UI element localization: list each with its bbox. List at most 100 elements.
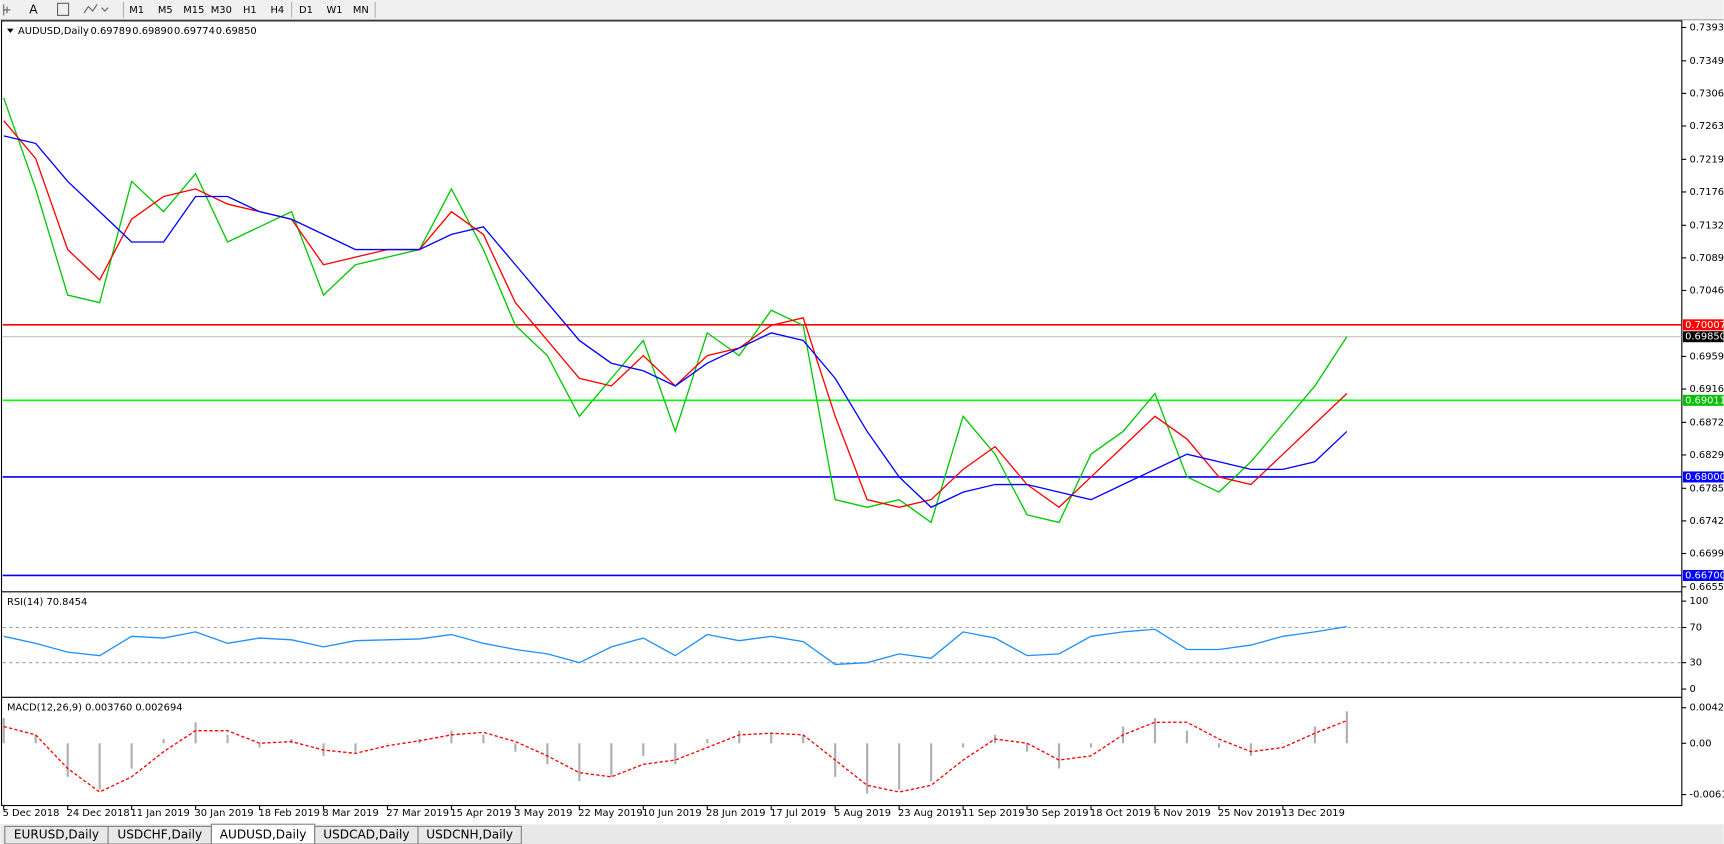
- text-tool[interactable]: A: [29, 2, 38, 16]
- series-line: [3, 625, 1347, 666]
- price-level-tag: [1682, 471, 1724, 483]
- period-button[interactable]: M1: [129, 5, 144, 16]
- histogram-bar: [162, 739, 165, 744]
- price-level-label: 0.66700: [1685, 570, 1724, 581]
- histogram-bar: [610, 743, 613, 777]
- quote-value: 0.69850: [216, 26, 257, 37]
- x-tick-label: 5 Dec 2018: [3, 808, 60, 819]
- histogram-bar: [706, 739, 709, 744]
- shapes-icon[interactable]: [83, 4, 109, 14]
- histogram-bar: [1345, 711, 1348, 744]
- quote-value: 0.69789: [91, 26, 132, 37]
- y-tick-label: 70: [1690, 623, 1703, 634]
- tab-label[interactable]: AUDUSD,Daily: [220, 828, 307, 842]
- tab[interactable]: [417, 825, 522, 844]
- crosshair-icon[interactable]: [3, 4, 11, 16]
- price-level-label: 0.69850: [1685, 332, 1724, 343]
- y-tick-label: 0: [1690, 684, 1696, 695]
- quote-value: 0.69774: [174, 26, 215, 37]
- y-tick-label: 0.00423: [1690, 703, 1724, 714]
- y-tick-label: 30: [1690, 658, 1703, 669]
- histogram-bar: [674, 743, 677, 765]
- x-tick-label: 6 Nov 2019: [1154, 808, 1211, 819]
- period-button[interactable]: H4: [270, 5, 284, 16]
- x-tick-label: 28 Jun 2019: [706, 808, 765, 819]
- x-tick-label: 5 Aug 2019: [834, 808, 891, 819]
- x-tick-label: 17 Jul 2019: [770, 808, 826, 819]
- period-button[interactable]: MN: [353, 5, 369, 16]
- tab-label[interactable]: USDCHF,Daily: [117, 828, 202, 842]
- x-tick-label: 22 May 2019: [578, 808, 642, 819]
- period-button[interactable]: M5: [158, 5, 173, 16]
- x-tick-label: 25 Nov 2019: [1218, 808, 1281, 819]
- period-button[interactable]: D1: [299, 5, 313, 16]
- histogram-bar: [770, 733, 773, 744]
- histogram-bar: [1281, 743, 1284, 744]
- histogram-bar: [354, 743, 357, 752]
- period-button[interactable]: M15: [183, 5, 204, 16]
- panel-title: MACD(12,26,9) 0.003760 0.002694: [7, 703, 183, 714]
- histogram-bar: [1217, 743, 1221, 748]
- histogram-bar: [930, 743, 933, 782]
- histogram-bar: [514, 743, 517, 752]
- price-level-tag: [1682, 331, 1724, 343]
- toolbar: [0, 0, 1724, 20]
- histogram-bar: [1185, 730, 1189, 744]
- panel-title: AUDUSD,Daily: [18, 26, 89, 37]
- y-tick-label: -0.00610: [1690, 790, 1724, 801]
- price-level-label: 0.69011: [1685, 395, 1724, 406]
- text-icon[interactable]: [57, 2, 70, 16]
- x-tick-label: 11 Jan 2019: [131, 808, 190, 819]
- x-tick-label: 10 Jun 2019: [642, 808, 701, 819]
- histogram-bar: [642, 743, 645, 756]
- x-tick-label: 23 Aug 2019: [898, 808, 961, 819]
- histogram-bar: [1153, 718, 1157, 744]
- tab-label[interactable]: USDCAD,Daily: [323, 828, 409, 842]
- x-tick-label: 18 Oct 2019: [1090, 808, 1151, 819]
- histogram-bar: [1089, 743, 1093, 748]
- period-button[interactable]: H1: [243, 5, 257, 16]
- tab-label[interactable]: USDCNH,Daily: [426, 828, 513, 842]
- x-tick-label: 30 Sep 2019: [1026, 808, 1089, 819]
- histogram-bar: [2, 718, 5, 744]
- histogram-bar: [866, 743, 869, 794]
- y-tick-label: 100: [1690, 596, 1709, 607]
- dropdown-arrow: [7, 28, 14, 33]
- x-tick-label: 15 Apr 2019: [450, 808, 511, 819]
- histogram-bar: [1313, 726, 1316, 744]
- x-tick-label: 30 Jan 2019: [194, 808, 253, 819]
- x-tick-label: 13 Dec 2019: [1282, 808, 1345, 819]
- histogram-bar: [1057, 743, 1061, 769]
- period-button[interactable]: W1: [326, 5, 342, 16]
- x-tick-label: 3 May 2019: [514, 808, 572, 819]
- histogram-bar: [578, 743, 581, 782]
- x-tick-label: 8 Mar 2019: [322, 808, 378, 819]
- histogram-bar: [1249, 743, 1253, 756]
- quote-value: 0.69890: [132, 26, 173, 37]
- histogram-bar: [450, 730, 453, 744]
- histogram-bar: [130, 743, 133, 769]
- period-button[interactable]: M30: [211, 5, 232, 16]
- series-line: [3, 719, 1348, 793]
- histogram-bar: [738, 730, 741, 744]
- tab-label[interactable]: EURUSD,Daily: [14, 828, 99, 842]
- x-tick-label: 27 Mar 2019: [386, 808, 449, 819]
- histogram-bar: [386, 743, 389, 744]
- histogram-bar: [98, 743, 101, 790]
- histogram-bar: [226, 734, 229, 744]
- histogram-bar: [482, 734, 485, 744]
